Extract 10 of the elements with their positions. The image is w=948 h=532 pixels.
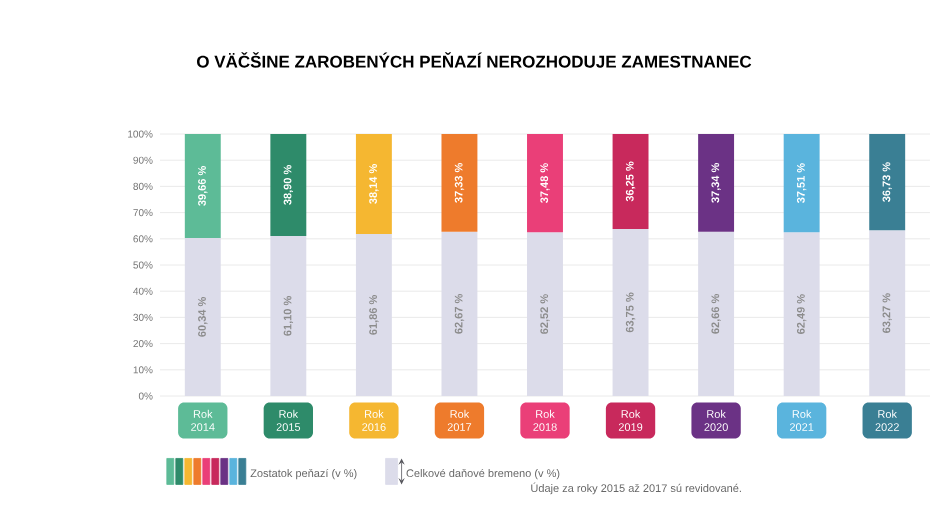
bar (869, 134, 906, 231)
bar (270, 134, 307, 236)
bar (783, 134, 820, 233)
bar (527, 134, 563, 233)
bar (184, 134, 221, 238)
chart-title: O VÄČŠINE ZAROBENÝCH PEŇAZÍ NEROZHODUJE ZAMESTNANEC (197, 52, 752, 68)
bar (441, 134, 478, 232)
bar (612, 134, 649, 229)
bar (355, 134, 392, 234)
bar (698, 134, 735, 232)
